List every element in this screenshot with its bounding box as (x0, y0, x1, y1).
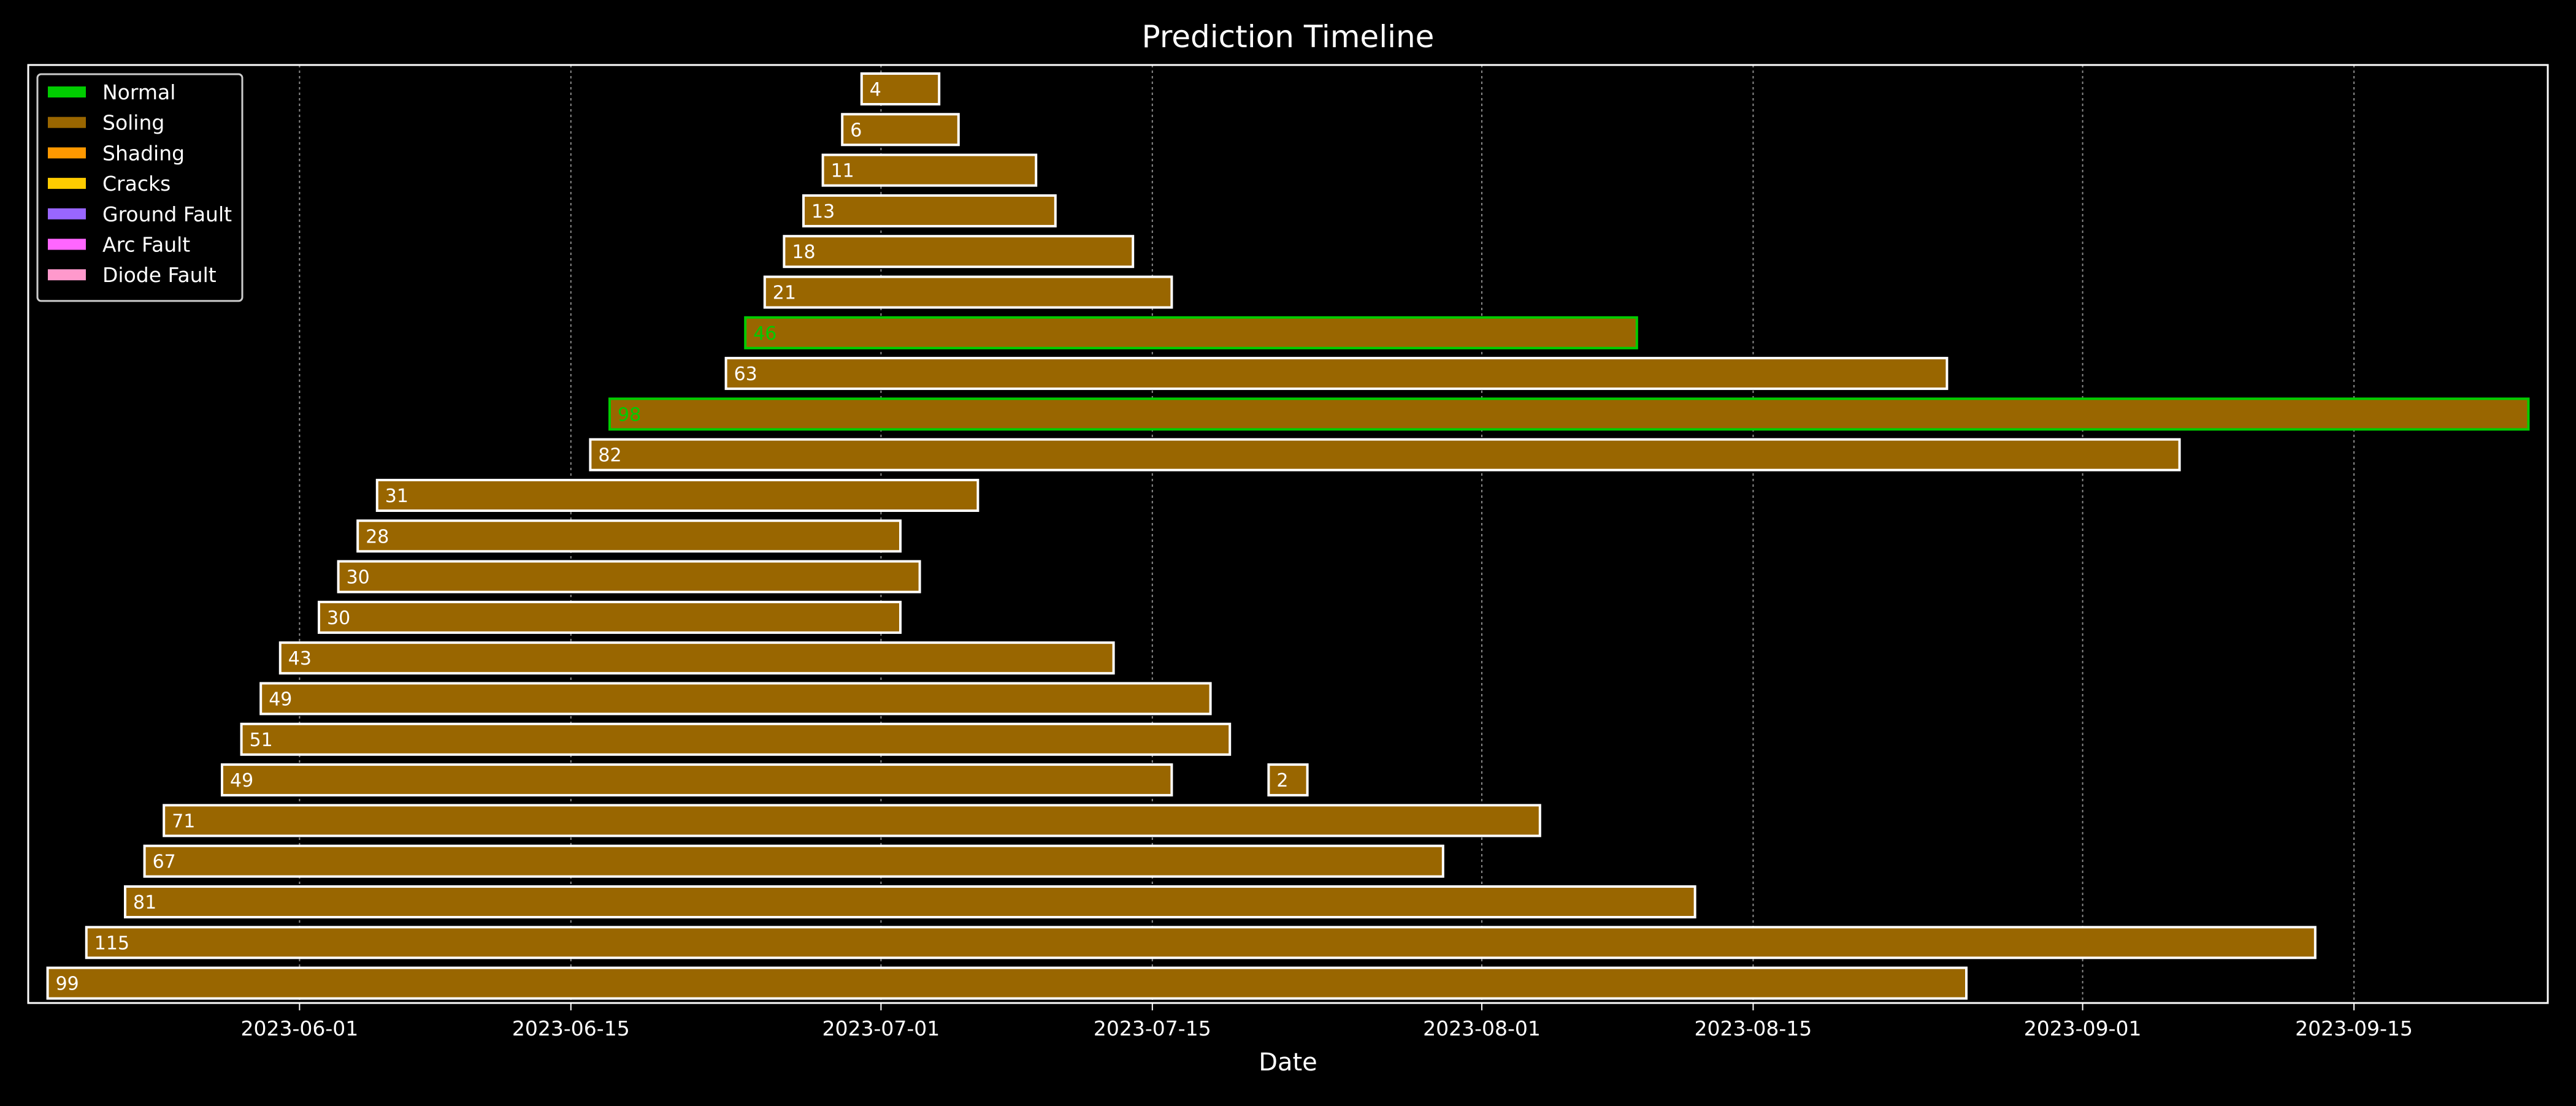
bar-duration-label: 67 (153, 852, 176, 873)
timeline-bar (589, 438, 2181, 471)
timeline-bar (821, 153, 1038, 187)
plot-frame (27, 64, 2549, 1004)
x-tick-label: 2023-09-01 (2024, 1016, 2142, 1040)
legend-label: Normal (102, 80, 175, 104)
bar-duration-label: 51 (250, 730, 273, 751)
bar-duration-label: 115 (94, 932, 129, 954)
legend-swatch (48, 178, 86, 189)
timeline-bar (375, 479, 979, 512)
bar-duration-label: 46 (753, 323, 776, 345)
x-tick-label: 2023-07-01 (822, 1016, 940, 1040)
x-tick-label: 2023-06-01 (241, 1016, 359, 1040)
timeline-bar (860, 72, 941, 105)
bar-duration-label: 30 (347, 567, 370, 589)
timeline-bar (278, 641, 1115, 675)
timeline-bar (337, 560, 921, 593)
bar-duration-label: 18 (792, 242, 815, 263)
bar-duration-label: 98 (618, 404, 641, 425)
bar-duration-label: 71 (172, 810, 195, 832)
legend-swatch (48, 269, 86, 281)
legend-swatch (48, 86, 86, 97)
bar-duration-label: 21 (773, 283, 796, 304)
bar-duration-label: 30 (327, 608, 350, 629)
bar-duration-label: 6 (850, 120, 862, 141)
timeline-bar (163, 804, 1541, 837)
legend-label: Arc Fault (102, 233, 190, 257)
x-tick-label: 2023-06-15 (512, 1016, 630, 1040)
bar-duration-label: 81 (133, 892, 156, 913)
timeline-bar (124, 885, 1696, 918)
bar-duration-label: 11 (831, 161, 854, 182)
timeline-bar (356, 519, 902, 553)
timeline-bar (46, 966, 1968, 1000)
x-axis-ticks: 2023-06-01 2023-06-15 2023-07-01 2023-07-15… (241, 1003, 2413, 1040)
x-tick-label: 2023-08-15 (1695, 1016, 1812, 1040)
bar-duration-label: 2 (1276, 770, 1288, 791)
legend-label: Diode Fault (102, 263, 217, 287)
timeline-bar (724, 357, 1949, 391)
bar-duration-label: 31 (385, 486, 408, 507)
bar-duration-label: 4 (870, 79, 881, 101)
legend-label: Ground Fault (102, 202, 232, 226)
timeline-bar (240, 722, 1232, 756)
legend-swatch (48, 116, 86, 128)
x-axis-label: Date (1259, 1048, 1317, 1077)
legend-label: Soling (102, 111, 164, 135)
timeline-bar (744, 316, 1638, 349)
chart-title: Prediction Timeline (1142, 19, 1435, 55)
legend-swatch (48, 147, 86, 159)
legend-swatch (48, 238, 86, 250)
timeline-bar (143, 844, 1444, 878)
timeline-bar (841, 113, 960, 147)
legend-label: Cracks (102, 172, 171, 196)
legend-label: Shading (102, 141, 185, 165)
bar-duration-label: 49 (230, 770, 253, 791)
timeline-bar (608, 397, 2530, 431)
timeline-bar (802, 194, 1057, 227)
bar-duration-label: 13 (811, 201, 835, 223)
bar-duration-label: 99 (56, 974, 79, 995)
timeline-bar (85, 926, 2317, 959)
x-tick-label: 2023-09-15 (2295, 1016, 2413, 1040)
bars: 46 11 13 18 21 46 63 98 82 31 28 30 30 43 49 51 49 2 71 67 8… (46, 72, 2530, 1000)
legend-swatch (48, 208, 86, 219)
timeline-bar (763, 275, 1173, 309)
bar-duration-label: 43 (288, 648, 312, 669)
timeline-bar (318, 600, 902, 634)
legend-box (36, 73, 243, 302)
bar-duration-label: 63 (734, 364, 757, 385)
legend: Normal Soling Shading Cracks Ground Fault Arc… (36, 73, 243, 302)
x-tick-label: 2023-07-15 (1094, 1016, 1211, 1040)
timeline-bar (259, 682, 1212, 715)
bar-duration-label: 82 (598, 445, 621, 467)
timeline-bar (783, 235, 1135, 269)
timeline-bar (221, 763, 1173, 797)
bar-duration-label: 28 (366, 526, 389, 547)
x-tick-label: 2023-08-01 (1423, 1016, 1541, 1040)
bar-duration-label: 49 (269, 689, 292, 711)
timeline-bar (1267, 763, 1309, 797)
